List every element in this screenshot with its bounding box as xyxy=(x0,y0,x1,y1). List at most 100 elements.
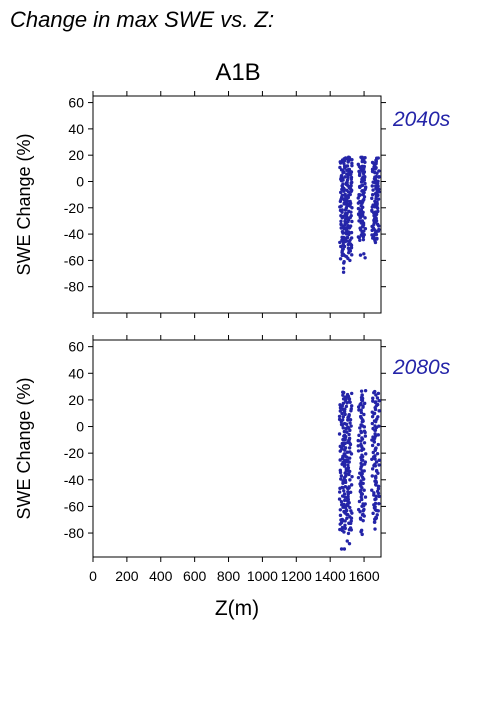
data-point xyxy=(377,463,381,467)
data-point xyxy=(376,415,380,419)
data-point xyxy=(346,463,350,467)
data-point xyxy=(348,450,352,454)
data-point xyxy=(345,516,349,521)
data-point xyxy=(345,508,349,513)
data-point xyxy=(345,539,349,543)
data-point xyxy=(377,494,381,499)
data-point xyxy=(371,399,375,403)
data-point xyxy=(359,204,363,208)
x-tick-label: 1200 xyxy=(281,568,312,584)
data-point xyxy=(370,233,374,237)
data-point xyxy=(361,419,365,423)
data-point xyxy=(339,500,344,504)
data-point xyxy=(363,495,368,499)
data-point xyxy=(358,426,362,430)
data-point xyxy=(374,196,378,201)
data-point xyxy=(370,488,374,492)
data-point xyxy=(340,441,344,446)
data-point xyxy=(359,439,363,443)
data-point xyxy=(376,433,381,437)
data-point xyxy=(376,484,381,489)
data-point xyxy=(359,429,363,433)
data-point xyxy=(339,477,343,481)
data-point xyxy=(357,499,362,504)
data-point xyxy=(349,184,353,188)
data-point xyxy=(345,394,349,398)
data-point xyxy=(370,467,375,471)
y-tick-label: -20 xyxy=(64,200,84,216)
data-point xyxy=(357,433,361,438)
data-point xyxy=(373,457,377,461)
data-point xyxy=(345,502,350,506)
data-point xyxy=(373,501,378,506)
data-point xyxy=(338,468,343,473)
y-tick-label: 60 xyxy=(68,95,84,111)
data-point xyxy=(360,532,364,537)
data-point xyxy=(343,231,348,235)
data-point xyxy=(373,505,377,509)
data-point xyxy=(342,502,346,507)
data-point xyxy=(373,405,377,410)
data-point xyxy=(344,422,349,426)
x-tick-label: 1000 xyxy=(247,568,278,584)
period-label: 2080s xyxy=(392,356,451,379)
data-point xyxy=(363,216,367,220)
data-point xyxy=(346,425,350,429)
data-point xyxy=(374,468,379,473)
data-point xyxy=(340,517,344,522)
data-point xyxy=(373,389,377,394)
data-point xyxy=(376,193,380,198)
data-point xyxy=(361,447,366,451)
data-point xyxy=(343,519,347,523)
data-point xyxy=(376,471,380,475)
data-point xyxy=(349,236,354,240)
data-point xyxy=(341,426,345,430)
scenario-label: A1B xyxy=(215,59,260,86)
data-point xyxy=(344,474,348,478)
data-point xyxy=(357,169,361,174)
data-point xyxy=(377,501,381,506)
data-point xyxy=(372,235,376,239)
data-point xyxy=(371,396,375,400)
data-point xyxy=(340,404,345,408)
data-point xyxy=(341,401,346,405)
data-point xyxy=(346,490,350,494)
data-point xyxy=(337,414,342,419)
data-point xyxy=(344,207,348,212)
data-point xyxy=(338,513,343,518)
data-point xyxy=(377,399,381,403)
data-point xyxy=(356,507,361,512)
y-tick-label: 60 xyxy=(68,339,84,355)
data-point xyxy=(374,474,378,479)
data-point xyxy=(363,185,368,189)
data-point xyxy=(343,412,347,417)
y-tick-label: 40 xyxy=(68,365,84,381)
data-point xyxy=(339,190,343,195)
y-tick-label: -60 xyxy=(64,252,84,268)
data-point xyxy=(375,222,380,227)
data-point xyxy=(359,481,363,485)
y-tick-label: -20 xyxy=(64,445,84,461)
data-point xyxy=(373,428,378,432)
data-point xyxy=(363,502,367,506)
data-point xyxy=(372,491,376,495)
data-point xyxy=(371,511,375,516)
data-point xyxy=(343,498,347,503)
data-point xyxy=(374,479,378,483)
y-tick-label: 20 xyxy=(68,147,84,163)
data-point xyxy=(346,168,350,172)
data-point xyxy=(348,505,352,510)
x-tick-label: 800 xyxy=(217,568,241,584)
data-point xyxy=(377,227,381,232)
data-point xyxy=(356,206,361,211)
data-point xyxy=(363,175,367,179)
data-point xyxy=(362,441,367,445)
data-point xyxy=(340,485,344,490)
data-point xyxy=(348,224,353,228)
data-point xyxy=(341,186,346,191)
data-point xyxy=(345,455,349,459)
data-point xyxy=(347,209,351,214)
data-point xyxy=(343,407,347,411)
data-point xyxy=(359,410,364,415)
data-point xyxy=(363,181,367,186)
